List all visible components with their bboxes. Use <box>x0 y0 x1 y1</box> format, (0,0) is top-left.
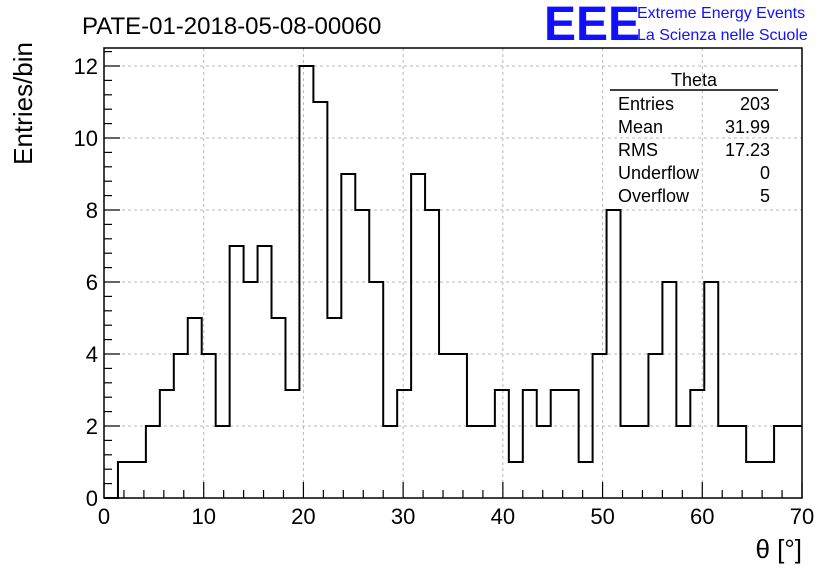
stats-row-value: 203 <box>740 94 770 114</box>
y-axis-title: Entries/bin <box>8 42 38 165</box>
stats-row-label: Underflow <box>618 163 700 183</box>
stats-row-value: 17.23 <box>725 140 770 160</box>
stats-row-label: RMS <box>618 140 658 160</box>
axis-ticks <box>103 50 803 499</box>
stats-box: Theta Entries 203 Mean 31.99 RMS 17.23 Underfl… <box>610 70 778 206</box>
stats-box-title: Theta <box>671 70 718 90</box>
plot-frame <box>103 47 803 499</box>
x-tick-label: 70 <box>790 504 814 529</box>
logo-line-1: Extreme Energy Events <box>637 5 805 22</box>
chart-title: PATE-01-2018-05-08-00060 <box>82 13 381 40</box>
y-tick-label: 12 <box>74 54 98 79</box>
stats-row-value: 5 <box>760 186 770 206</box>
y-tick-labels: 0 2 4 6 8 10 12 <box>74 54 98 511</box>
y-tick-label: 0 <box>86 486 98 511</box>
stats-row-value: 31.99 <box>725 117 770 137</box>
x-tick-label: 0 <box>98 504 110 529</box>
x-axis-title: θ [°] <box>755 534 802 564</box>
x-tick-label: 10 <box>191 504 215 529</box>
x-tick-label: 30 <box>391 504 415 529</box>
y-tick-label: 4 <box>86 342 98 367</box>
y-tick-label: 10 <box>74 126 98 151</box>
y-tick-label: 8 <box>86 198 98 223</box>
y-tick-label: 2 <box>86 414 98 439</box>
histogram-line <box>104 65 802 499</box>
stats-row-label: Entries <box>618 94 674 114</box>
eee-logo: EEE <box>544 0 640 51</box>
x-tick-label: 20 <box>291 504 315 529</box>
grid-lines <box>104 48 802 498</box>
logo-line-2: La Scienza nelle Scuole <box>637 27 808 44</box>
stats-row-label: Overflow <box>618 186 690 206</box>
x-tick-label: 40 <box>491 504 515 529</box>
x-tick-label: 50 <box>590 504 614 529</box>
y-tick-label: 6 <box>86 270 98 295</box>
stats-row-value: 0 <box>760 163 770 183</box>
stats-row-label: Mean <box>618 117 663 137</box>
x-tick-label: 60 <box>690 504 714 529</box>
stats-rows: Entries 203 Mean 31.99 RMS 17.23 Underflow 0 Ove… <box>618 94 770 206</box>
x-tick-labels: 0 10 20 30 40 50 60 70 <box>98 504 814 529</box>
